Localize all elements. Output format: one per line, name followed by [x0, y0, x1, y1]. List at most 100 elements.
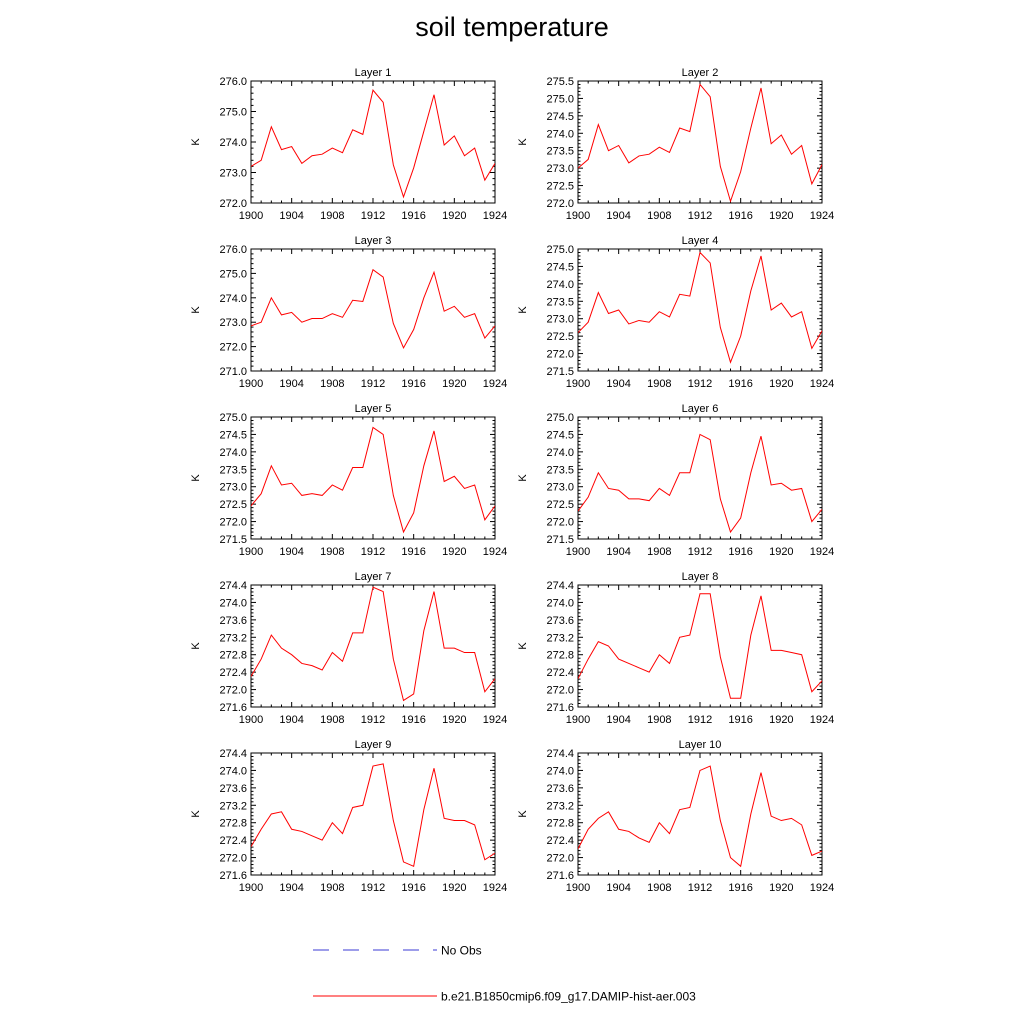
x-tick-label: 1904	[279, 378, 303, 390]
x-tick-label: 1908	[647, 210, 671, 222]
y-tick-label: 272.0	[219, 853, 247, 865]
y-tick-label: 273.6	[546, 783, 574, 795]
x-tick-label: 1924	[483, 882, 507, 894]
panel-3: Layer 3 K 1900 1904 1908 1912 1916 1920 1924 271.…	[190, 235, 507, 390]
x-tick-label: 1916	[401, 378, 425, 390]
panel-title: Layer 9	[355, 739, 392, 751]
y-tick-label: 272.8	[219, 650, 247, 662]
plot-frame	[577, 248, 823, 372]
y-tick-label: 272.0	[546, 853, 574, 865]
y-tick-label: 273.5	[546, 296, 574, 308]
series-line	[578, 83, 822, 203]
panel-5: Layer 5 K 1900 1904 1908 1912 1916 1920 1924 271.…	[190, 403, 507, 558]
x-tick-label: 1908	[647, 378, 671, 390]
x-tick-label: 1908	[320, 378, 344, 390]
x-tick-label: 1924	[483, 378, 507, 390]
x-tick-label: 1924	[483, 714, 507, 726]
y-tick-label: 273.2	[546, 800, 574, 812]
plot-frame	[250, 80, 496, 204]
x-tick-label: 1912	[361, 210, 385, 222]
panel-7: Layer 7 K 1900 1904 1908 1912 1916 1920 1924 271.…	[190, 571, 507, 726]
x-tick-label: 1920	[442, 546, 466, 558]
y-tick-label: 275.5	[546, 76, 574, 88]
y-tick-label: 272.8	[546, 650, 574, 662]
y-tick-label: 272.5	[219, 499, 247, 511]
y-tick-label: 272.8	[219, 818, 247, 830]
y-tick-label: 275.0	[219, 107, 247, 119]
x-tick-label: 1912	[688, 714, 712, 726]
x-tick-label: 1904	[279, 882, 303, 894]
y-tick-label: 273.2	[219, 632, 247, 644]
y-tick-label: 271.6	[546, 702, 574, 714]
y-tick-label: 275.0	[546, 244, 574, 256]
legend-obs-label: No Obs	[441, 944, 482, 958]
x-tick-label: 1916	[728, 546, 752, 558]
panel-title: Layer 4	[682, 235, 719, 247]
y-tick-label: 274.0	[219, 765, 247, 777]
y-tick-label: 272.0	[546, 349, 574, 361]
y-axis-label: K	[190, 810, 202, 818]
y-tick-label: 271.0	[219, 366, 247, 378]
series-line	[578, 251, 822, 364]
x-tick-label: 1908	[647, 714, 671, 726]
y-tick-label: 273.0	[219, 168, 247, 180]
y-axis-label: K	[517, 138, 529, 146]
x-tick-label: 1916	[401, 546, 425, 558]
x-tick-label: 1920	[769, 546, 793, 558]
y-axis-label: K	[517, 306, 529, 314]
y-tick-label: 271.5	[546, 534, 574, 546]
x-tick-label: 1900	[239, 714, 263, 726]
x-tick-label: 1920	[442, 882, 466, 894]
panel-1: Layer 1 K 1900 1904 1908 1912 1916 1920 1924 272.…	[190, 67, 507, 222]
x-tick-label: 1900	[239, 546, 263, 558]
y-tick-label: 272.0	[546, 198, 574, 210]
x-tick-label: 1912	[688, 882, 712, 894]
y-axis-label: K	[190, 474, 202, 482]
x-tick-label: 1916	[401, 210, 425, 222]
x-tick-label: 1904	[606, 210, 630, 222]
y-tick-label: 272.4	[546, 667, 574, 679]
x-tick-label: 1912	[361, 546, 385, 558]
x-tick-label: 1904	[279, 210, 303, 222]
y-tick-label: 272.4	[546, 835, 574, 847]
x-tick-label: 1904	[606, 882, 630, 894]
y-tick-label: 275.0	[546, 412, 574, 424]
y-tick-label: 274.0	[546, 447, 574, 459]
y-tick-label: 274.4	[219, 580, 247, 592]
y-tick-label: 271.6	[219, 702, 247, 714]
x-tick-label: 1900	[239, 882, 263, 894]
y-axis-label: K	[190, 138, 202, 146]
y-tick-label: 272.4	[219, 667, 247, 679]
y-tick-label: 273.0	[546, 314, 574, 326]
plot-frame	[577, 584, 823, 708]
y-tick-label: 272.0	[219, 342, 247, 354]
x-tick-label: 1924	[810, 378, 834, 390]
panel-title: Layer 6	[682, 403, 719, 415]
y-tick-label: 272.5	[546, 331, 574, 343]
x-tick-label: 1904	[606, 378, 630, 390]
x-tick-label: 1912	[361, 378, 385, 390]
panel-4: Layer 4 K 1900 1904 1908 1912 1916 1920 1924 271.…	[517, 235, 834, 390]
x-tick-label: 1920	[442, 714, 466, 726]
y-tick-label: 273.0	[546, 163, 574, 175]
y-tick-label: 271.5	[546, 366, 574, 378]
series-line	[578, 593, 822, 699]
y-axis-label: K	[190, 642, 202, 650]
panel-title: Layer 2	[682, 67, 719, 79]
x-tick-label: 1924	[483, 210, 507, 222]
panel-title: Layer 3	[355, 235, 392, 247]
y-tick-label: 271.6	[219, 870, 247, 882]
y-tick-label: 272.8	[546, 818, 574, 830]
x-tick-label: 1920	[769, 210, 793, 222]
y-tick-label: 272.0	[219, 685, 247, 697]
plot-frame	[250, 752, 496, 876]
y-tick-label: 273.5	[219, 464, 247, 476]
y-tick-label: 275.0	[219, 412, 247, 424]
series-line	[251, 426, 495, 534]
x-tick-label: 1900	[239, 210, 263, 222]
x-tick-label: 1908	[320, 546, 344, 558]
y-tick-label: 274.0	[219, 137, 247, 149]
y-tick-label: 273.5	[546, 146, 574, 158]
x-tick-label: 1908	[647, 546, 671, 558]
